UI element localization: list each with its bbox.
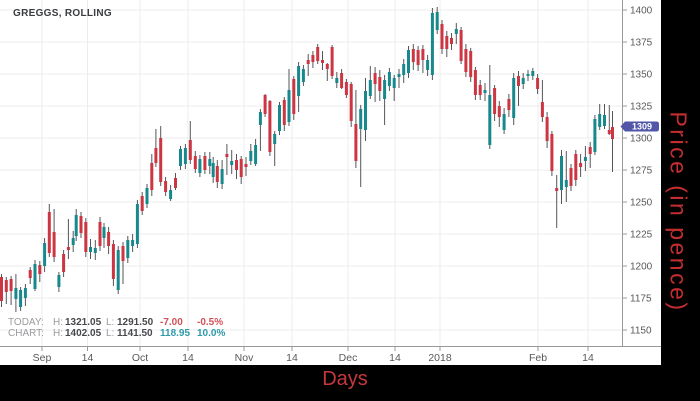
- svg-text:1175: 1175: [630, 294, 652, 305]
- svg-text:14: 14: [582, 352, 594, 364]
- svg-text:1150: 1150: [630, 326, 652, 337]
- svg-text:14: 14: [286, 352, 298, 364]
- svg-text:1200: 1200: [630, 262, 653, 273]
- svg-text:Feb: Feb: [529, 352, 547, 364]
- svg-text:14: 14: [182, 352, 194, 364]
- svg-text:Nov: Nov: [235, 352, 254, 364]
- svg-text:1375: 1375: [630, 38, 653, 49]
- svg-text:1225: 1225: [630, 230, 653, 241]
- svg-text:Dec: Dec: [339, 352, 358, 364]
- svg-text:Sep: Sep: [33, 352, 52, 364]
- svg-text:1250: 1250: [630, 198, 653, 209]
- svg-text:1400: 1400: [630, 6, 653, 17]
- svg-text:14: 14: [389, 352, 401, 364]
- svg-text:1275: 1275: [630, 166, 653, 177]
- svg-text:2018: 2018: [428, 352, 452, 364]
- svg-text:1300: 1300: [630, 134, 653, 145]
- svg-text:Oct: Oct: [132, 352, 148, 364]
- svg-text:14: 14: [82, 352, 94, 364]
- svg-text:1309: 1309: [632, 121, 652, 131]
- svg-text:1350: 1350: [630, 70, 653, 81]
- svg-text:1325: 1325: [630, 102, 653, 113]
